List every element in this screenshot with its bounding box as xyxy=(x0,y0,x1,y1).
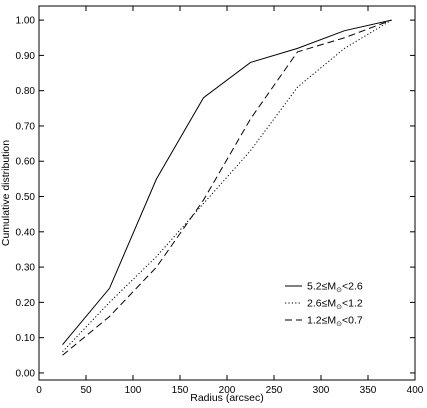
x-tick-label: 150 xyxy=(172,385,189,396)
x-tick-label: 400 xyxy=(407,385,424,396)
y-tick-label: 0.50 xyxy=(16,192,36,203)
y-tick-label: 0.70 xyxy=(16,121,36,132)
x-tick-label: 250 xyxy=(266,385,283,396)
y-tick-label: 0.80 xyxy=(16,86,36,97)
series-line-3 xyxy=(62,19,392,356)
legend-label-1: 5.2≤M⊙<2.6 xyxy=(307,281,363,295)
legend-label-3: 1.2≤M⊙<0.7 xyxy=(307,315,363,329)
legend-label-subscript: ⊙ xyxy=(336,304,342,311)
y-axis-title: Cumulative distribution xyxy=(0,140,12,246)
legend-label-subscript: ⊙ xyxy=(336,287,342,294)
y-tick-label: 0.00 xyxy=(16,368,36,379)
series-line-1 xyxy=(62,19,392,346)
x-tick-label: 350 xyxy=(360,385,377,396)
legend-label-text: <2.6 xyxy=(342,281,363,293)
legend-label-text: <0.7 xyxy=(342,315,363,327)
legend-label-2: 2.6≤M⊙<1.2 xyxy=(307,298,363,312)
x-tick-label: 200 xyxy=(219,385,236,396)
x-tick-label: 300 xyxy=(313,385,330,396)
series-line-2 xyxy=(62,19,392,353)
x-tick-label: 0 xyxy=(36,385,42,396)
y-tick-label: 0.30 xyxy=(16,263,36,274)
x-tick-label: 100 xyxy=(125,385,142,396)
x-axis-title: Radius (arcsec) xyxy=(190,392,264,404)
y-tick-label: 1.00 xyxy=(16,16,36,27)
legend-label-text: 5.2≤M xyxy=(307,281,336,293)
y-tick-label: 0.40 xyxy=(16,227,36,238)
x-tick-label: 50 xyxy=(80,385,92,396)
legend-label-subscript: ⊙ xyxy=(336,321,342,328)
y-tick-label: 0.20 xyxy=(16,298,36,309)
y-tick-label: 0.90 xyxy=(16,51,36,62)
y-tick-label: 0.10 xyxy=(16,333,36,344)
legend-label-text: 1.2≤M xyxy=(307,315,336,327)
legend-label-text: 2.6≤M xyxy=(307,298,336,310)
y-tick-label: 0.60 xyxy=(16,157,36,168)
legend-label-text: <1.2 xyxy=(342,298,363,310)
